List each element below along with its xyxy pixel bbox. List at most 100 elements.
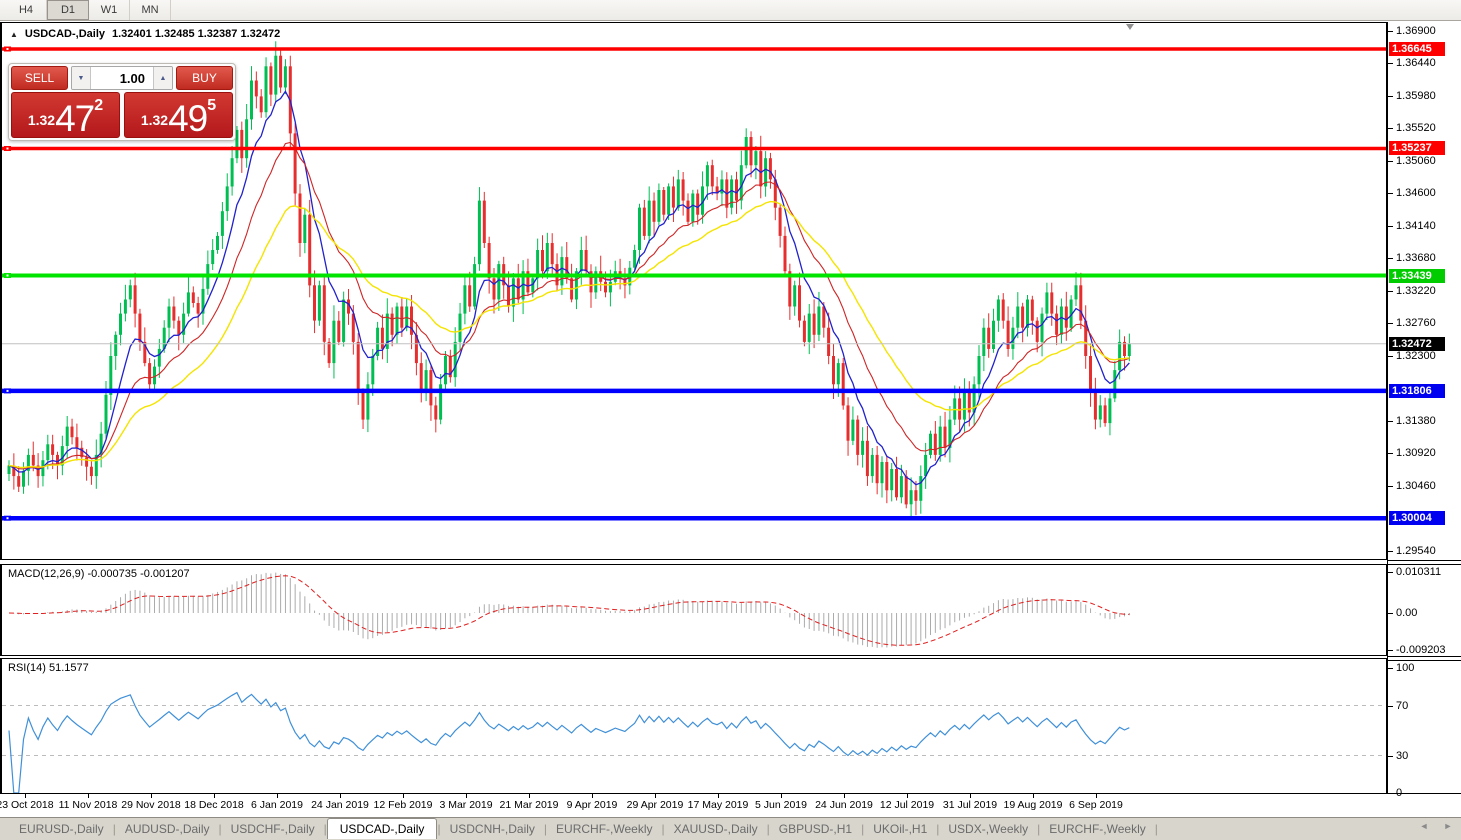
tab-separator: | <box>766 822 770 836</box>
macd-histogram <box>13 572 1130 648</box>
tab-scroll-right-icon[interactable]: ► <box>1443 821 1453 831</box>
sell-button[interactable]: SELL <box>11 66 68 90</box>
rsi-pane[interactable]: RSI(14) 51.1577 <box>0 658 1387 794</box>
timeframe-button-mn[interactable]: MN <box>130 0 171 20</box>
ma-line-ema34 <box>8 200 1130 469</box>
macd-chart-canvas[interactable] <box>2 565 1386 655</box>
buy-price-prefix: 1.32 <box>140 112 169 128</box>
tab-audusd-daily[interactable]: AUDUSD-,Daily <box>124 822 210 836</box>
price-tick-label: 1.33220 <box>1396 285 1436 297</box>
date-tick <box>151 794 152 798</box>
chart-title: ▲ USDCAD-,Daily 1.32401 1.32485 1.32387 … <box>10 28 280 40</box>
price-tick-mark <box>1388 258 1393 259</box>
buy-price-tile[interactable]: 1.32 49 5 <box>124 92 233 138</box>
tab-separator: | <box>1037 822 1041 836</box>
date-label: 21 Mar 2019 <box>499 799 559 811</box>
tab-eurusd-daily[interactable]: EURUSD-,Daily <box>19 822 104 836</box>
date-label: 29 Apr 2019 <box>626 799 684 811</box>
price-tick-label: 1.30920 <box>1396 447 1436 459</box>
price-pane[interactable]: ▲ USDCAD-,Daily 1.32401 1.32485 1.32387 … <box>0 22 1387 560</box>
volume-spinner: ▼ 1.00 ▲ <box>71 66 173 90</box>
buy-button[interactable]: BUY <box>176 66 233 90</box>
tab-usdx-weekly[interactable]: USDX-,Weekly <box>948 822 1029 836</box>
chart-symbol-label: USDCAD-,Daily <box>24 28 105 40</box>
tab-usdchf-daily[interactable]: USDCHF-,Daily <box>230 822 315 836</box>
price-tick-label: 1.30460 <box>1396 480 1436 492</box>
chart-ohlc-values: 1.32401 1.32485 1.32387 1.32472 <box>112 28 281 40</box>
tab-separator: | <box>437 822 441 836</box>
price-level-badge-resistance-line-2: 1.35237 <box>1389 141 1445 155</box>
rsi-label: RSI(14) 51.1577 <box>8 662 89 674</box>
price-chart-canvas[interactable] <box>2 23 1386 559</box>
tab-separator: | <box>861 822 865 836</box>
date-tick <box>25 794 26 798</box>
price-tick-label: 1.29540 <box>1396 545 1436 557</box>
volume-decrease-icon[interactable]: ▼ <box>72 67 91 89</box>
date-label: 17 May 2019 <box>687 799 749 811</box>
date-tick <box>655 794 656 798</box>
date-tick <box>466 794 467 798</box>
timeframe-button-w1[interactable]: W1 <box>89 0 130 20</box>
date-label: 19 Aug 2019 <box>1003 799 1063 811</box>
timeframe-button-h4[interactable]: H4 <box>6 0 47 20</box>
sell-price-main: 47 <box>55 97 95 139</box>
price-tick-mark <box>1388 551 1393 552</box>
rsi-tick-label: 30 <box>1396 750 1409 762</box>
price-tick-label: 1.35060 <box>1396 155 1436 167</box>
price-tick-mark <box>1388 421 1393 422</box>
tab-scroll-left-icon[interactable]: ◄ <box>1419 821 1429 831</box>
macd-tick-mark <box>1388 572 1393 573</box>
tab-usdcnh-daily[interactable]: USDCNH-,Daily <box>449 822 535 836</box>
timeframe-button-d1[interactable]: D1 <box>47 0 89 20</box>
current-bar-marker-icon <box>1126 24 1134 30</box>
date-label: 31 Jul 2019 <box>942 799 998 811</box>
sell-price-tile[interactable]: 1.32 47 2 <box>11 92 120 138</box>
price-tick-mark <box>1388 323 1393 324</box>
tab-scroll-buttons: ◄ ► <box>1417 821 1455 831</box>
macd-tick-mark <box>1388 613 1393 614</box>
pane-separator <box>1388 560 1461 565</box>
tab-gbpusd-h1[interactable]: GBPUSD-,H1 <box>778 822 853 836</box>
date-label: 6 Jan 2019 <box>251 799 303 811</box>
date-tick <box>1033 794 1034 798</box>
price-level-badge-pivot-line-green: 1.33439 <box>1389 269 1445 283</box>
price-tick-mark <box>1388 291 1393 292</box>
macd-pane[interactable]: MACD(12,26,9) -0.000735 -0.001207 <box>0 564 1387 656</box>
rsi-tick-mark <box>1388 756 1393 757</box>
ma-line-ema18 <box>8 141 1130 470</box>
price-tick-mark <box>1388 226 1393 227</box>
volume-input[interactable]: 1.00 <box>119 70 145 86</box>
tab-separator: | <box>323 822 327 836</box>
tab-separator: | <box>936 822 940 836</box>
price-tick-label: 1.32300 <box>1396 350 1436 362</box>
date-label: 6 Sep 2019 <box>1069 799 1123 811</box>
date-label: 3 Mar 2019 <box>439 799 493 811</box>
tab-eurchf-weekly[interactable]: EURCHF-,Weekly <box>1049 822 1146 836</box>
date-label: 24 Jan 2019 <box>311 799 369 811</box>
buy-price-main: 49 <box>168 97 208 139</box>
date-tick <box>88 794 89 798</box>
tab-ukoil-h1[interactable]: UKOil-,H1 <box>873 822 928 836</box>
macd-label: MACD(12,26,9) -0.000735 -0.001207 <box>8 568 190 580</box>
sell-price-prefix: 1.32 <box>27 112 56 128</box>
tab-xauusd-daily[interactable]: XAUUSD-,Daily <box>673 822 758 836</box>
tab-usdcad-daily[interactable]: USDCAD-,Daily <box>326 817 438 839</box>
pane-separator <box>1388 656 1461 661</box>
price-tick-label: 1.36440 <box>1396 57 1436 69</box>
price-tick-mark <box>1388 128 1393 129</box>
tab-eurchf-weekly[interactable]: EURCHF-,Weekly <box>556 822 653 836</box>
collapse-icon[interactable]: ▲ <box>10 29 18 39</box>
rsi-chart-canvas[interactable] <box>2 659 1386 793</box>
tab-separator: | <box>112 822 116 836</box>
price-tick-label: 1.33680 <box>1396 252 1436 264</box>
price-level-badge-resistance-line-1: 1.36645 <box>1389 42 1445 56</box>
date-tick <box>907 794 908 798</box>
price-tick-label: 1.36900 <box>1396 25 1436 37</box>
price-axis: 1.36900 1.36440 1.35980 1.35520 1.35060 1.346… <box>1387 22 1461 799</box>
date-label: 5 Jun 2019 <box>755 799 807 811</box>
date-label: 29 Nov 2018 <box>121 799 181 811</box>
volume-increase-icon[interactable]: ▲ <box>153 67 172 89</box>
candles-layer <box>7 41 1131 518</box>
date-label: 18 Dec 2018 <box>184 799 244 811</box>
